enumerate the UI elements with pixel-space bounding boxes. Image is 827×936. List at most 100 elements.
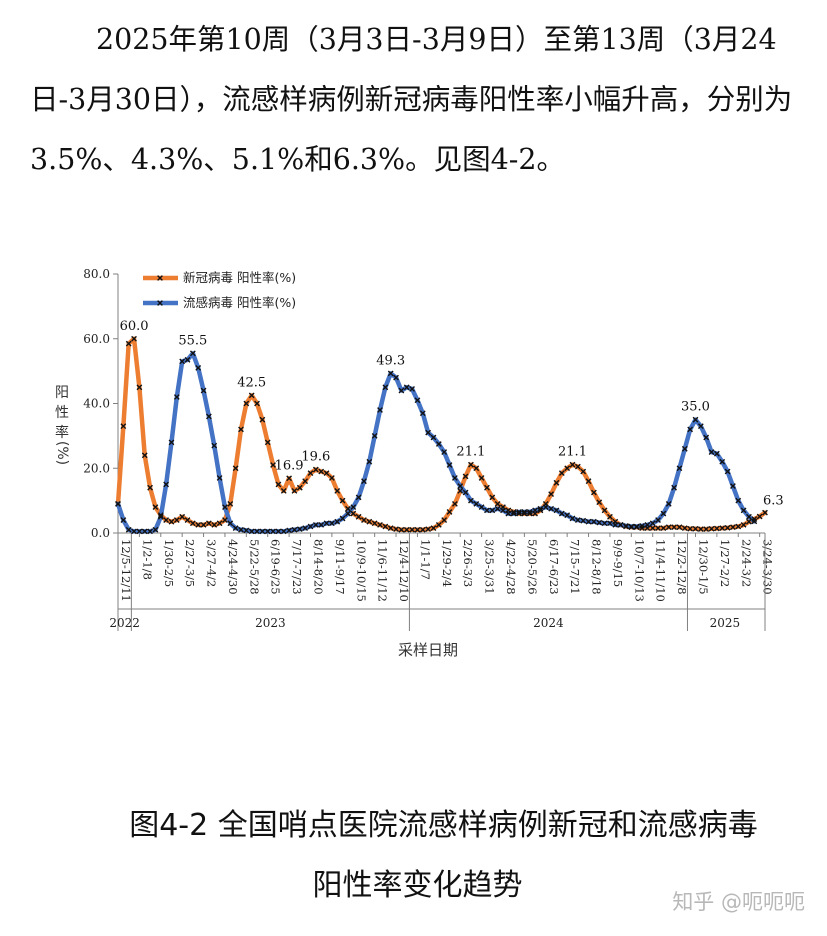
- data-point: [382, 523, 389, 530]
- data-point: [115, 500, 121, 507]
- data-point: [489, 494, 496, 501]
- data-point: [713, 450, 720, 457]
- y-tick-label: 60.0: [83, 332, 110, 346]
- data-point: [120, 517, 127, 523]
- data-point: [248, 392, 255, 399]
- x-tick-label: 2/24-3/2: [739, 539, 753, 587]
- data-point: [355, 494, 362, 501]
- data-point: [735, 523, 742, 530]
- data-point: [222, 517, 228, 523]
- data-point: [377, 407, 383, 413]
- data-point: [131, 528, 137, 535]
- figure-caption-line2: 阳性率变化趋势: [312, 868, 523, 903]
- data-point: [484, 507, 490, 514]
- x-tick-label: 12/30-1/5: [696, 539, 710, 595]
- data-point: [136, 384, 143, 391]
- data-point: [537, 505, 544, 512]
- data-point: [687, 525, 694, 532]
- data-point: [307, 470, 314, 477]
- data-point: [558, 510, 565, 517]
- data-point: [532, 507, 538, 514]
- x-tick-label: 6/19-6/25: [269, 539, 283, 595]
- data-point: [184, 356, 191, 363]
- data-point: [377, 522, 383, 528]
- x-tick-label: 6/17-6/23: [547, 539, 561, 595]
- data-point: [361, 517, 367, 523]
- data-point: [692, 525, 699, 532]
- data-point: [398, 526, 405, 533]
- y-axis-label-char: (%): [54, 441, 70, 465]
- data-point: [216, 475, 223, 481]
- data-point: [601, 507, 608, 514]
- data-point: [286, 527, 293, 534]
- data-point: [131, 335, 137, 342]
- data-point: [189, 350, 196, 357]
- x-tick-label: 4/22-4/28: [504, 539, 518, 595]
- legend-label: 新冠病毒 阳性率(%): [183, 270, 296, 285]
- data-point: [505, 510, 512, 517]
- data-point: [494, 500, 501, 507]
- data-point: [280, 488, 287, 494]
- data-point: [468, 497, 474, 504]
- x-tick-labels: 12/5-12/11 1/2-1/8 1/30-2/5 2/27-3/5 3/27-4/…: [117, 533, 775, 602]
- y-axis-label-group: 阳性率(%): [54, 385, 70, 465]
- data-labels: 60.0 55.5 42.5 16.919.6 49.3 21.1 21.1 35.0 6.3 3…: [120, 255, 784, 509]
- data-point: [671, 484, 677, 491]
- year-label: 2022: [109, 616, 140, 630]
- data-point: [687, 426, 694, 433]
- series-markers: [115, 335, 768, 535]
- data-point: [355, 513, 362, 520]
- data-label: 49.3: [376, 353, 405, 368]
- data-point: [762, 509, 768, 516]
- data-point: [323, 520, 330, 527]
- data-point: [393, 526, 399, 533]
- data-point: [419, 526, 426, 533]
- data-point: [125, 340, 132, 347]
- data-point: [719, 458, 726, 465]
- data-point: [708, 449, 715, 455]
- data-point: [409, 526, 415, 533]
- series-line-1: [115, 351, 757, 534]
- data-point: [312, 522, 319, 528]
- data-point: [478, 504, 485, 510]
- data-label: 6.3: [763, 494, 784, 509]
- data-point: [345, 505, 351, 512]
- data-point: [681, 445, 688, 452]
- data-point: [414, 526, 421, 533]
- x-tick-label: 3/24-3/30: [761, 539, 775, 595]
- data-point: [580, 517, 587, 524]
- data-point: [259, 416, 266, 423]
- data-point: [200, 387, 207, 394]
- data-point: [435, 522, 442, 528]
- data-point: [521, 509, 528, 515]
- data-point: [179, 513, 186, 520]
- data-point: [473, 465, 480, 472]
- data-point: [692, 416, 699, 423]
- data-point: [655, 525, 661, 532]
- data-point: [189, 520, 196, 527]
- data-point: [441, 517, 448, 523]
- chart-axes: 0.0 20.0 40.0 60.0 80.0: [83, 267, 765, 540]
- data-label: 16.9: [275, 458, 304, 473]
- data-point: [403, 526, 410, 533]
- intro-text: 2025年第10周（3月3日-3月9日）至第13周（3月24日-3月30日），流…: [30, 23, 793, 176]
- x-tick-label: 10/7-10/13: [632, 539, 646, 602]
- data-point: [173, 517, 180, 523]
- figure-caption-line1: 图4-2 全国哨点医院流感样病例新冠和流感病毒: [129, 808, 758, 843]
- data-point: [152, 526, 159, 533]
- data-point: [590, 518, 597, 525]
- data-point: [291, 526, 298, 533]
- data-point: [206, 520, 212, 527]
- data-point: [665, 524, 672, 531]
- data-point: [280, 528, 287, 535]
- data-point: [334, 488, 341, 494]
- data-point: [195, 364, 202, 371]
- data-point: [612, 522, 619, 528]
- data-point: [120, 423, 127, 430]
- data-point: [275, 481, 282, 488]
- data-point: [564, 512, 571, 519]
- data-label: 42.5: [237, 375, 266, 390]
- data-point: [409, 386, 415, 392]
- data-point: [607, 520, 613, 527]
- data-point: [708, 525, 715, 532]
